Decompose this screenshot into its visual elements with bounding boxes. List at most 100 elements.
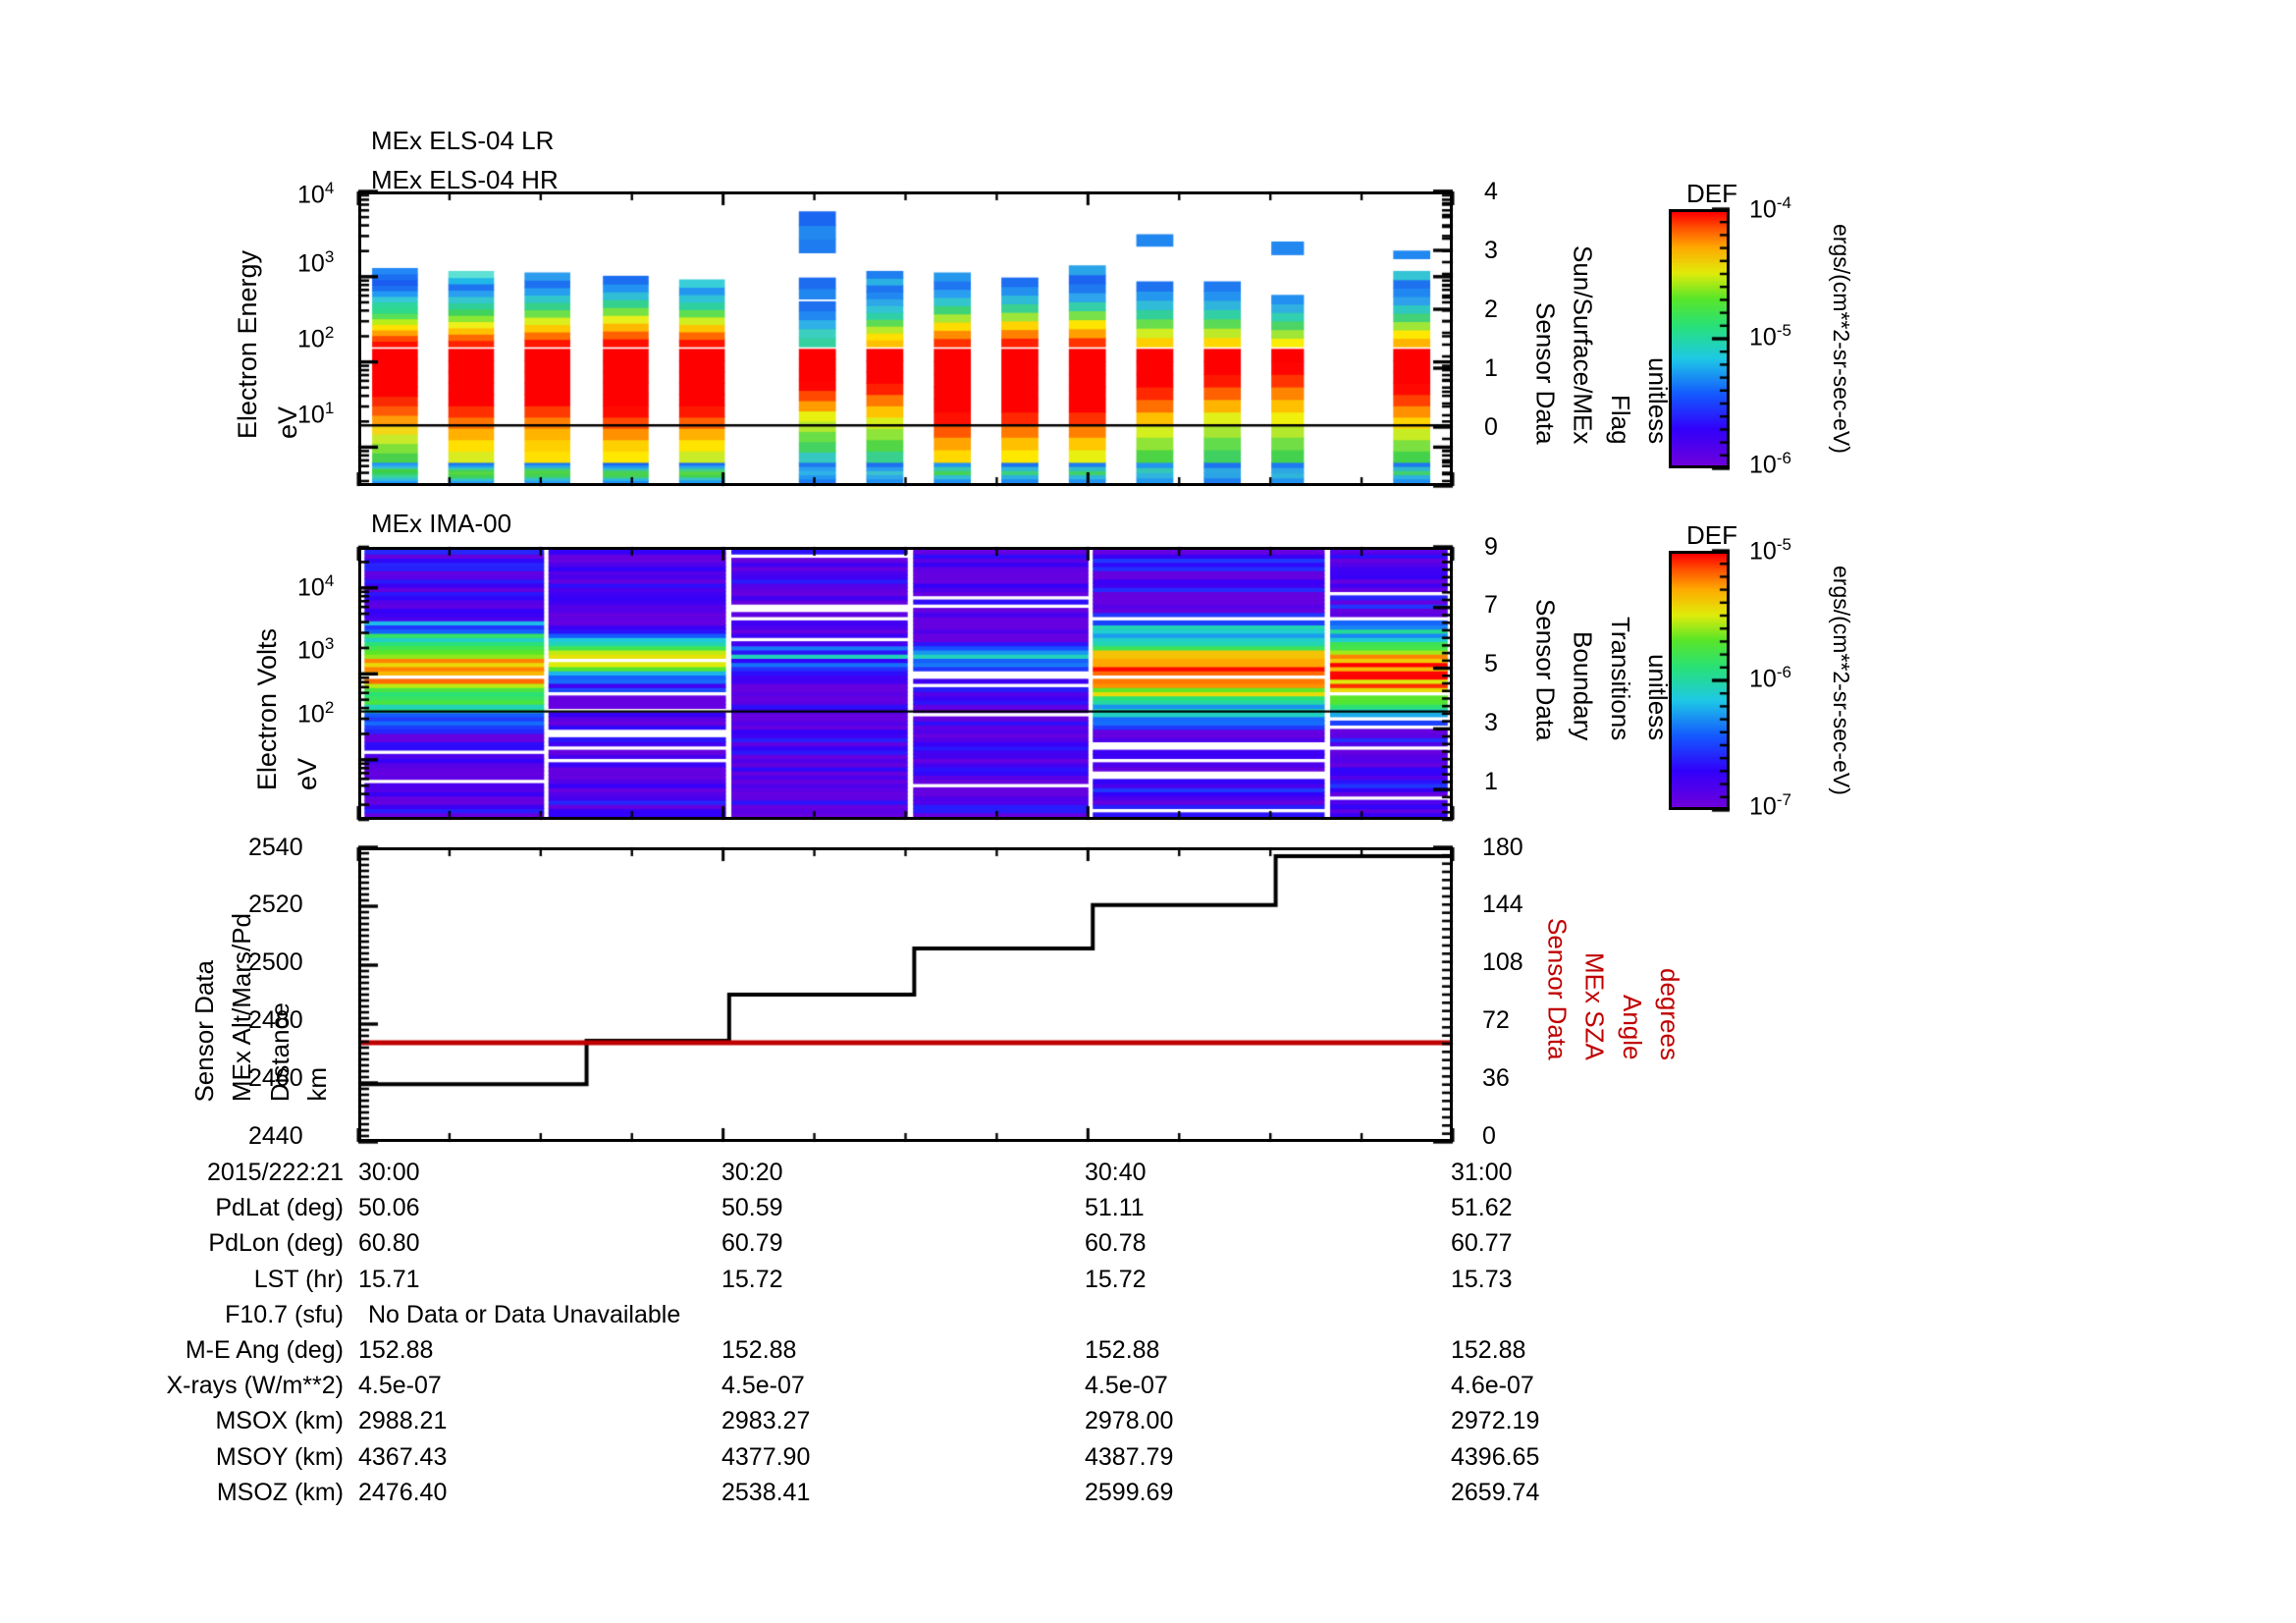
table-cell: 2599.69 [1085, 1478, 1174, 1506]
table-row-label: MSOY (km) [215, 1442, 344, 1471]
panel1-plot-area[interactable] [358, 191, 1453, 486]
colorbar2-tick-top: 10-5 [1749, 535, 1791, 566]
panel1-ytick-10e2: 102 [297, 323, 335, 353]
panel3-rlabel-2: MEx SZA [1579, 951, 1610, 1060]
panel3-rtick-72: 72 [1482, 1006, 1510, 1034]
panel3-rtick-36: 36 [1482, 1064, 1510, 1092]
table-cell: 152.88 [1451, 1336, 1526, 1364]
panel2-rtick-9: 9 [1484, 533, 1498, 561]
table-cell: 60.77 [1451, 1229, 1513, 1258]
colorbar2 [1669, 551, 1730, 810]
panel2-rlabel-4: unitless [1643, 654, 1674, 741]
table-cell: 51.11 [1085, 1194, 1145, 1222]
panel1-rlabel-1: Sensor Data [1530, 301, 1561, 445]
table-row-label: PdLat (deg) [215, 1194, 344, 1222]
table-cell: 2978.00 [1085, 1407, 1174, 1435]
panel3-plot-area[interactable] [358, 847, 1453, 1142]
panel2-rtick-5: 5 [1484, 650, 1498, 677]
colorbar2-tick-bot: 10-7 [1749, 790, 1791, 821]
panel3-ytick-2480: 2480 [248, 1006, 303, 1034]
panel3-ytick-2440: 2440 [248, 1122, 303, 1150]
table-cell: 4.5e-07 [358, 1372, 442, 1400]
panel1-ytick-10e4: 104 [297, 179, 335, 209]
table-cell: 4.5e-07 [721, 1372, 805, 1400]
panel3-rtick-0: 0 [1482, 1122, 1496, 1150]
table-cell: 4387.79 [1085, 1442, 1174, 1471]
panel3-rtick-144: 144 [1482, 891, 1523, 918]
panel1-title-lr: MEx ELS-04 LR [371, 126, 555, 155]
table-cell: 60.79 [721, 1229, 783, 1258]
table-cell: 2972.19 [1451, 1407, 1540, 1435]
panel2-plot-area[interactable] [358, 547, 1453, 820]
panel3-ytick-2500: 2500 [248, 948, 303, 976]
colorbar2-units: ergs/(cm**2-sr-sec-eV) [1829, 566, 1854, 795]
panel1-rtick-4: 4 [1484, 178, 1498, 205]
panel1-rtick-2: 2 [1484, 296, 1498, 323]
table-row-label: M-E Ang (deg) [185, 1336, 344, 1364]
panel3-ylabel-1: Sensor Data [189, 959, 219, 1103]
panel2-ytick-10e3: 103 [297, 634, 335, 665]
panel3-right-label: Sensor Data MEx SZA Angle degrees [1542, 918, 1685, 1065]
table-row-label: MSOX (km) [215, 1407, 344, 1435]
table-row-label: X-rays (W/m**2) [166, 1372, 344, 1400]
table-row-label: MSOZ (km) [216, 1478, 344, 1506]
table-cell: 31:00 [1451, 1159, 1513, 1186]
panel3-rtick-180: 180 [1482, 834, 1523, 861]
panel1-ylabel: Electron Energy eV [233, 250, 302, 444]
table-row-label: LST (hr) [253, 1265, 344, 1293]
table-cell: No Data or Data Unavailable [368, 1300, 681, 1328]
panel3-ylabel-4: km [301, 1067, 332, 1103]
panel3-ytick-2540: 2540 [248, 834, 303, 861]
panel2-rtick-1: 1 [1484, 768, 1498, 795]
colorbar1-tick-bot: 10-6 [1749, 449, 1791, 479]
table-row-label: PdLon (deg) [208, 1229, 344, 1258]
table-cell: 50.06 [358, 1194, 420, 1222]
table-cell: 30:20 [721, 1159, 783, 1186]
table-cell: 152.88 [1085, 1336, 1160, 1364]
table-cell: 152.88 [721, 1336, 797, 1364]
panel3-ytick-2520: 2520 [248, 891, 303, 918]
panel2-ylabel-1: Electron Volts [252, 628, 282, 791]
panel1-ylabel-1: Electron Energy [233, 250, 262, 440]
panel1-rlabel-4: unitless [1643, 357, 1674, 445]
panel2-right-label: Sensor Data Boundary Transitions unitles… [1530, 599, 1674, 746]
table-cell: 152.88 [358, 1336, 434, 1364]
table-cell: 2476.40 [358, 1478, 448, 1506]
table-cell: 4.6e-07 [1451, 1372, 1534, 1400]
panel3-ytick-2460: 2460 [248, 1064, 303, 1092]
panel1-ytick-10e1: 101 [297, 399, 335, 429]
colorbar1-title: DEF [1686, 179, 1737, 208]
table-cell: 60.80 [358, 1229, 420, 1258]
table-cell: 4.5e-07 [1085, 1372, 1168, 1400]
table-cell: 4367.43 [358, 1442, 448, 1471]
panel1-rtick-1: 1 [1484, 354, 1498, 382]
panel1-rtick-0: 0 [1484, 413, 1498, 441]
panel2-rtick-3: 3 [1484, 709, 1498, 736]
table-row-label: 2015/222:21 [206, 1159, 344, 1186]
table-cell: 15.73 [1451, 1265, 1513, 1293]
panel1-rlabel-3: Flag [1605, 394, 1635, 445]
table-cell: 4377.90 [721, 1442, 811, 1471]
colorbar1-units: ergs/(cm**2-sr-sec-eV) [1829, 224, 1854, 454]
panel2-ytick-10e4: 104 [297, 571, 335, 602]
table-cell: 2983.27 [721, 1407, 811, 1435]
table-cell: 30:00 [358, 1159, 420, 1186]
panel3-rlabel-4: degrees [1655, 967, 1685, 1060]
panel2-rtick-7: 7 [1484, 591, 1498, 619]
colorbar2-title: DEF [1686, 520, 1737, 550]
panel2-rlabel-2: Boundary [1568, 631, 1598, 741]
panel2-rlabel-1: Sensor Data [1530, 599, 1561, 741]
panel1-ytick-10e3: 103 [297, 247, 335, 278]
colorbar1 [1669, 209, 1730, 468]
table-cell: 51.62 [1451, 1194, 1513, 1222]
panel1-rtick-3: 3 [1484, 237, 1498, 264]
panel1-rlabel-2: Sun/Surface/MEx [1568, 245, 1598, 445]
table-cell: 60.78 [1085, 1229, 1147, 1258]
panel2-ylabel-2: eV [293, 758, 323, 791]
colorbar2-tick-mid: 10-6 [1749, 663, 1791, 693]
panel2-title: MEx IMA-00 [371, 509, 512, 538]
table-cell: 50.59 [721, 1194, 783, 1222]
panel2-ytick-10e2: 102 [297, 698, 335, 729]
panel3-rlabel-3: Angle [1617, 995, 1647, 1060]
